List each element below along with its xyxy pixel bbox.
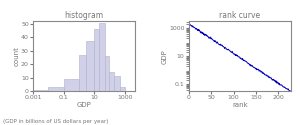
Y-axis label: count: count — [14, 46, 20, 66]
Bar — [110, 72, 114, 91]
Text: (GDP in billions of US dollars per year): (GDP in billions of US dollars per year) — [3, 119, 108, 124]
Bar — [99, 23, 105, 91]
Bar — [105, 56, 110, 91]
Bar — [114, 76, 120, 91]
Bar — [79, 55, 86, 91]
Title: histogram: histogram — [64, 12, 104, 20]
Bar — [94, 29, 99, 91]
Title: rank curve: rank curve — [219, 12, 260, 20]
Bar — [33, 90, 48, 91]
Bar — [48, 87, 64, 91]
X-axis label: rank: rank — [232, 102, 248, 108]
Bar — [86, 42, 94, 91]
Bar — [120, 87, 125, 91]
Bar — [64, 79, 79, 91]
X-axis label: GDP: GDP — [77, 102, 92, 108]
Y-axis label: GDP: GDP — [162, 49, 168, 64]
